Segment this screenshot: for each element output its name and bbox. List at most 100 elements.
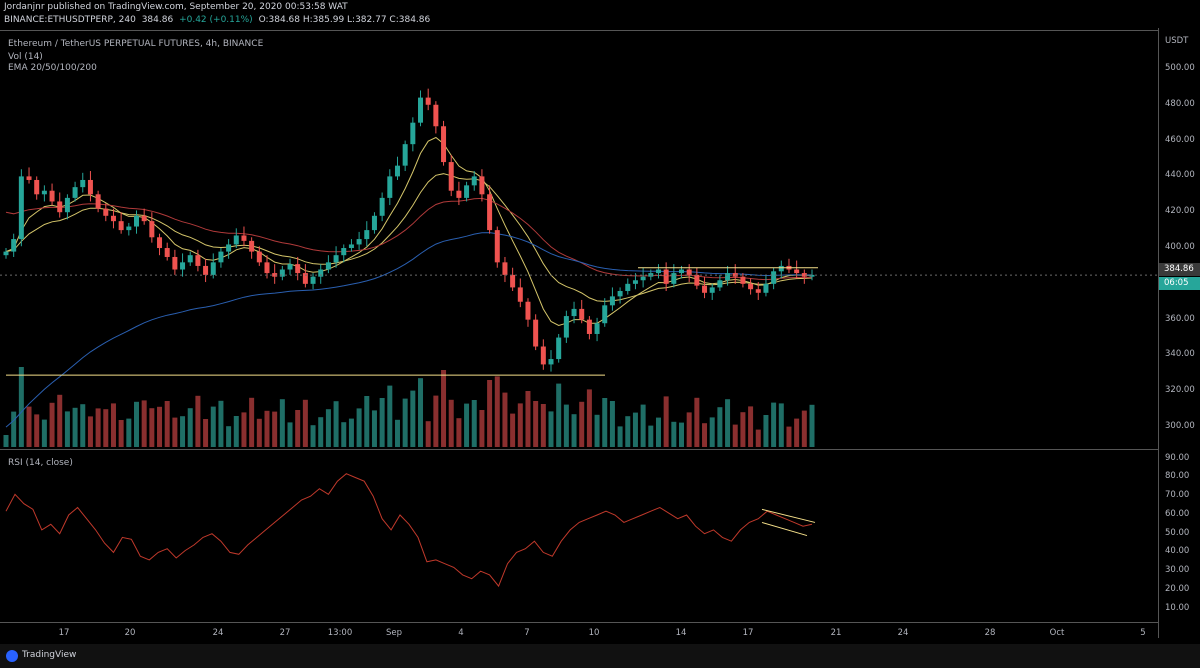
candle-body [118,221,124,231]
candle-body [594,323,600,334]
rsi-line [5,473,813,588]
candle-body [57,201,63,213]
candle-body [740,276,746,284]
volume-bar [625,416,631,447]
candle-body [494,230,500,263]
candle-body [310,276,316,284]
price-axis[interactable]: USDT 500.00 480.00 460.00 440.00 420.00 400.0… [1158,28,1200,638]
volume-bar [379,398,385,447]
candle-body [348,244,354,249]
candle-body [325,262,331,270]
time-axis[interactable]: 17 20 24 27 13:00 Sep 4 7 10 14 17 21 24 28 Oct 5 [0,622,1158,640]
volume-bar [3,435,9,447]
volume-bar [325,409,331,447]
rsi-tick-label: 40.00 [1165,546,1190,557]
candle-body [548,359,554,365]
rsi-channel-lower [761,521,808,537]
volume-bar [487,380,493,447]
volume-bar [133,401,139,447]
candle-body [448,162,454,191]
volume-bar [609,401,615,447]
candle-body [3,251,9,256]
price-tick-label: 360.00 [1165,313,1195,324]
candle-body [157,237,163,249]
candle-body [333,255,339,263]
volume-bar [748,406,754,447]
candle-body [464,185,470,198]
footer-bar: TradingView [0,644,1200,668]
price-tick-label: 320.00 [1165,385,1195,396]
time-axis-label: 17 [58,628,70,638]
volume-bar [157,406,163,447]
volume-bar [571,414,577,447]
volume-bar [479,410,485,447]
volume-bar [801,410,807,447]
rsi-indicator-label[interactable]: RSI (14, close) [8,458,73,468]
volume-bar [456,418,462,447]
candle-body [471,176,477,186]
candle-body [748,283,754,290]
time-axis-label: 21 [830,628,842,638]
volume-bar [64,411,70,447]
volume-bar [348,418,354,447]
candle-body [72,187,78,198]
chart-title: Ethereum / TetherUS PERPETUAL FUTURES, 4… [8,39,264,49]
candle-body [318,269,324,277]
candle-body [379,197,385,216]
ohlc-values: O:384.68 H:385.99 L:382.77 C:384.86 [258,15,431,25]
volume-bar [786,426,792,447]
candle-body [126,226,132,231]
volume-bar [80,404,86,447]
volume-bar [279,399,285,447]
rsi-tick-label: 90.00 [1165,452,1190,463]
volume-bar [548,411,554,447]
rsi-tick-label: 80.00 [1165,471,1190,482]
volume-bar [210,406,216,447]
price-change: +0.42 (+0.11%) [179,15,253,25]
candle-body [218,251,224,263]
price-axis-currency: USDT [1165,36,1189,46]
volume-bar [218,400,224,447]
candle-body [172,256,178,270]
volume-bar [717,407,723,447]
time-axis-label: 27 [279,628,291,638]
candle-body [279,269,285,277]
time-axis-label: 13:00 [327,628,353,638]
candle-body [433,104,439,127]
volume-bar [57,394,63,447]
candle-body [487,194,493,231]
volume-bar [233,416,239,447]
candle-body [64,197,70,213]
candle-body [295,264,301,274]
candle-body [533,319,539,347]
ema200-line [5,232,812,428]
candle-body [479,176,485,195]
ema100-line [5,197,813,281]
volume-bar [579,401,585,447]
volume-indicator-label[interactable]: Vol (14) [8,52,43,62]
candle-body [540,346,546,365]
price-tick-label: 340.00 [1165,349,1195,360]
candle-body [525,301,531,320]
volume-bar [402,398,408,447]
price-chart-canvas[interactable] [0,0,1158,622]
pane-divider[interactable] [0,449,1158,450]
volume-bar [425,421,431,447]
candle-body [49,190,55,202]
price-tick-label: 400.00 [1165,242,1195,253]
candle-body [794,269,800,274]
volume-bar [648,425,654,447]
volume-bar [310,425,316,447]
candle-body [103,208,109,216]
price-tick-label: 420.00 [1165,206,1195,217]
candle-body [809,274,815,277]
candle-body [233,235,239,245]
ema-indicator-label[interactable]: EMA 20/50/100/200 [8,63,97,73]
volume-bar [41,419,47,447]
volume-bar [95,408,101,447]
candle-body [341,248,347,256]
volume-bar [18,367,24,447]
chart-top-border [0,30,1158,31]
candle-body [686,269,692,275]
price-tick-label: 300.00 [1165,421,1195,432]
